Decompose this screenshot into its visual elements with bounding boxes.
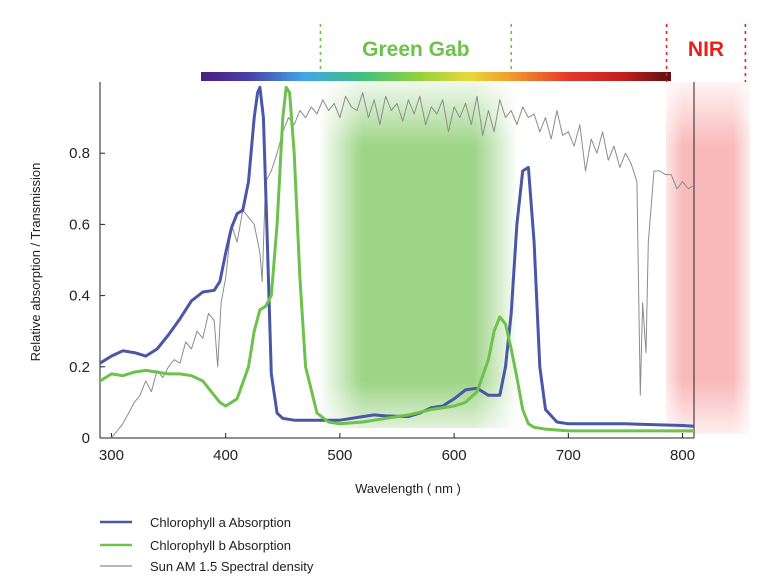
chlorophyll-a-line xyxy=(100,85,694,428)
x-tick-label: 600 xyxy=(442,447,467,464)
sun-spectrum-line xyxy=(110,92,694,438)
x-tick-label: 500 xyxy=(327,447,352,464)
x-tick-label: 300 xyxy=(99,447,124,464)
y-tick-label: 0.6 xyxy=(69,216,90,233)
legend-chlorophyll-a-label: Chlorophyll a Absorption xyxy=(150,515,291,530)
series-lines xyxy=(100,85,694,438)
y-tick-label: 0.2 xyxy=(69,359,90,376)
x-tick-label: 700 xyxy=(556,447,581,464)
green-gap-label: Green Gab xyxy=(362,38,469,61)
band-markers xyxy=(319,24,747,82)
legend: Chlorophyll a Absorption Chlorophyll b Ab… xyxy=(100,515,314,574)
nir-band xyxy=(666,82,750,434)
nir-label: NIR xyxy=(688,38,724,61)
y-tick-label: 0.4 xyxy=(69,288,90,305)
y-ticks: 0 0.2 0.4 0.6 0.8 xyxy=(69,145,105,447)
chlorophyll-b-line xyxy=(100,85,694,433)
x-tick-label: 800 xyxy=(670,447,695,464)
x-tick-label: 400 xyxy=(213,447,238,464)
visible-spectrum-bar xyxy=(201,72,671,81)
legend-sun-label: Sun AM 1.5 Spectral density xyxy=(150,559,314,574)
y-tick-label: 0 xyxy=(82,430,90,447)
x-axis-label: Wavelength ( nm ) xyxy=(355,481,461,496)
y-axis-label: Relative absorption / Transmission xyxy=(28,163,43,362)
green-gap-band xyxy=(318,80,518,428)
x-ticks: 300 400 500 600 700 800 xyxy=(99,433,695,464)
legend-chlorophyll-b-label: Chlorophyll b Absorption xyxy=(150,538,291,553)
y-tick-label: 0.8 xyxy=(69,145,90,162)
